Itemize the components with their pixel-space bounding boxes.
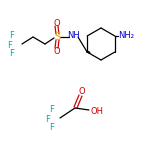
Text: F: F bbox=[46, 114, 50, 123]
Text: NH: NH bbox=[68, 31, 80, 40]
Text: OH: OH bbox=[90, 107, 104, 116]
Text: F: F bbox=[10, 31, 14, 40]
Text: F: F bbox=[50, 123, 54, 131]
Text: F: F bbox=[50, 105, 54, 114]
Text: O: O bbox=[54, 47, 60, 55]
Text: F: F bbox=[10, 48, 14, 57]
Text: NH₂: NH₂ bbox=[118, 31, 134, 40]
Text: F: F bbox=[8, 40, 12, 50]
Text: O: O bbox=[79, 88, 85, 97]
Text: O: O bbox=[54, 19, 60, 28]
Text: S: S bbox=[54, 32, 60, 42]
